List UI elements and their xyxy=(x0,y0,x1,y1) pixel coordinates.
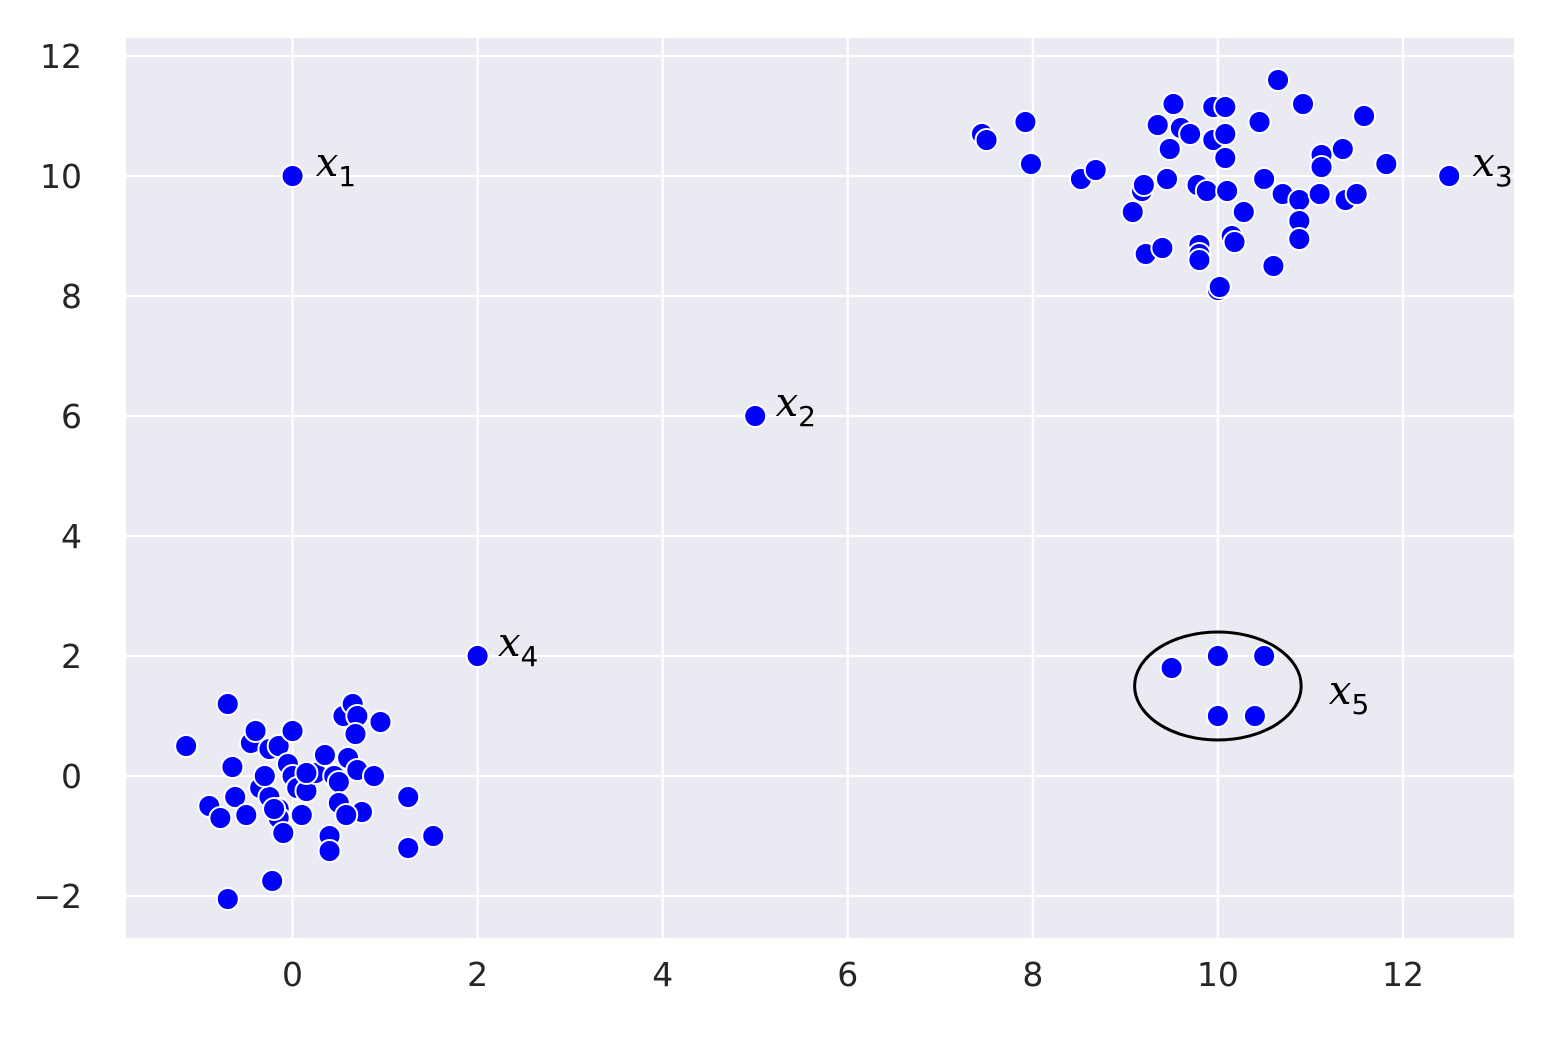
y-tick-label: 6 xyxy=(61,397,82,436)
data-point xyxy=(1330,137,1355,161)
data-point xyxy=(1266,68,1291,92)
data-point xyxy=(1083,158,1108,182)
data-point xyxy=(1231,200,1256,224)
data-point xyxy=(1252,167,1277,191)
data-point xyxy=(1205,704,1230,728)
annotation-label: x3 xyxy=(1472,140,1512,193)
annotation-label: x2 xyxy=(776,380,816,433)
data-point xyxy=(396,785,421,809)
data-point xyxy=(1013,110,1038,134)
cluster-circle-layer xyxy=(1133,630,1303,742)
x-tick-label: 12 xyxy=(1382,955,1424,994)
data-point xyxy=(1157,137,1182,161)
data-point xyxy=(1291,92,1316,116)
x-tick-label: 8 xyxy=(1022,955,1043,994)
x-tick-label: 0 xyxy=(282,955,303,994)
y-tick-labels: −2 0 2 4 6 8 10 12 xyxy=(33,37,82,916)
data-point xyxy=(312,743,337,767)
data-point xyxy=(208,806,233,830)
data-point xyxy=(262,797,287,821)
data-point xyxy=(1252,644,1277,668)
data-point xyxy=(421,824,446,848)
y-tick-label: 8 xyxy=(61,277,82,316)
data-point xyxy=(1120,200,1145,224)
data-point xyxy=(215,692,240,716)
data-point xyxy=(1242,704,1267,728)
data-point xyxy=(252,764,277,788)
data-point xyxy=(396,836,421,860)
data-point xyxy=(1018,152,1043,176)
data-point xyxy=(1222,230,1247,254)
data-point xyxy=(215,887,240,911)
data-point xyxy=(280,164,305,188)
y-tick-label: 4 xyxy=(61,517,82,556)
annotation-label: x1 xyxy=(316,140,356,193)
data-point xyxy=(1247,110,1272,134)
data-point xyxy=(220,755,245,779)
x-tick-label: 4 xyxy=(652,955,673,994)
data-point xyxy=(1261,254,1286,278)
data-point xyxy=(1159,656,1184,680)
x-tick-label: 2 xyxy=(467,955,488,994)
data-points xyxy=(174,68,1462,911)
data-point xyxy=(1207,275,1232,299)
data-point xyxy=(1307,182,1332,206)
data-point xyxy=(1309,155,1334,179)
data-point xyxy=(334,803,359,827)
y-tick-label: 12 xyxy=(40,37,82,76)
data-point xyxy=(1145,113,1170,137)
data-point xyxy=(1187,248,1212,272)
y-tick-label: 10 xyxy=(40,157,82,196)
data-point xyxy=(1131,173,1156,197)
data-point xyxy=(343,722,368,746)
x-tick-label: 6 xyxy=(837,955,858,994)
data-point xyxy=(465,644,490,668)
y-tick-label: 2 xyxy=(61,637,82,676)
y-tick-label: 0 xyxy=(61,757,82,796)
data-point xyxy=(1344,182,1369,206)
data-point xyxy=(289,803,314,827)
data-point xyxy=(223,785,248,809)
cluster-circle xyxy=(1133,630,1303,742)
data-point xyxy=(1150,236,1175,260)
data-point xyxy=(280,719,305,743)
data-point xyxy=(1437,164,1462,188)
data-point xyxy=(1213,146,1238,170)
data-point xyxy=(1213,122,1238,146)
x-tick-labels: 0 2 4 6 8 10 12 xyxy=(282,955,1424,994)
data-point xyxy=(271,821,296,845)
data-point xyxy=(260,869,285,893)
x-tick-label: 10 xyxy=(1197,955,1239,994)
data-point xyxy=(1374,152,1399,176)
data-point xyxy=(1213,95,1238,119)
data-point xyxy=(234,803,259,827)
data-point xyxy=(1161,92,1186,116)
data-point xyxy=(974,128,999,152)
data-point xyxy=(243,719,268,743)
data-point xyxy=(1155,167,1179,191)
data-point xyxy=(1178,122,1203,146)
data-point xyxy=(1287,188,1312,212)
data-point xyxy=(361,764,386,788)
point-annotations: x1 x2 x3 x4 x5 xyxy=(316,140,1513,721)
data-point xyxy=(174,734,199,758)
data-point xyxy=(368,710,393,734)
data-point xyxy=(1215,179,1240,203)
annotation-label: x4 xyxy=(498,620,538,673)
data-point xyxy=(317,839,342,863)
data-point xyxy=(1287,227,1312,251)
data-point xyxy=(1352,104,1377,128)
data-point xyxy=(743,404,768,428)
data-point xyxy=(1194,179,1219,203)
y-tick-label: −2 xyxy=(33,877,82,916)
data-point xyxy=(1205,644,1230,668)
annotation-label: x5 xyxy=(1329,668,1369,721)
data-point xyxy=(294,761,319,785)
